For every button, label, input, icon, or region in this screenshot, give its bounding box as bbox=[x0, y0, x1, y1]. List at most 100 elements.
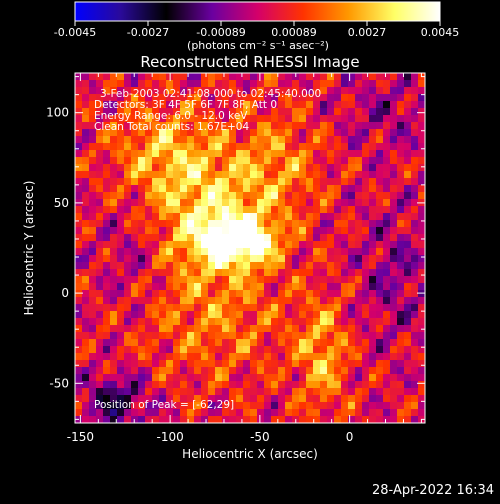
heatmap-cell bbox=[166, 388, 174, 396]
heatmap-cell bbox=[96, 409, 104, 417]
heatmap-cell bbox=[82, 374, 90, 382]
heatmap-cell bbox=[236, 374, 244, 382]
heatmap-cell bbox=[292, 402, 300, 410]
heatmap-cell bbox=[355, 185, 363, 193]
heatmap-cell bbox=[334, 255, 342, 263]
heatmap-cell bbox=[75, 192, 83, 200]
heatmap-cell bbox=[250, 206, 258, 214]
heatmap-cell bbox=[117, 395, 125, 403]
heatmap-cell bbox=[376, 395, 384, 403]
heatmap-cell bbox=[418, 80, 425, 88]
colorbar-unit-label: (photons cm⁻² s⁻¹ asec⁻²) bbox=[187, 39, 329, 52]
heatmap-cell bbox=[418, 381, 425, 389]
heatmap-cell bbox=[243, 122, 251, 130]
heatmap-cell bbox=[250, 367, 258, 375]
heatmap-cell bbox=[215, 339, 223, 347]
heatmap-cell bbox=[138, 402, 146, 410]
heatmap-cell bbox=[418, 395, 425, 403]
heatmap-cell bbox=[278, 416, 286, 423]
heatmap-cell bbox=[341, 409, 349, 417]
heatmap-cell bbox=[313, 192, 321, 200]
heatmap-cell bbox=[96, 171, 104, 179]
heatmap-cell bbox=[159, 416, 167, 423]
heatmap-cell bbox=[180, 276, 188, 284]
heatmap-cell bbox=[201, 346, 209, 354]
heatmap-cell bbox=[369, 367, 377, 375]
heatmap-cell bbox=[341, 199, 349, 207]
heatmap-cell bbox=[369, 241, 377, 249]
heatmap-cell bbox=[341, 346, 349, 354]
heatmap-cell bbox=[313, 157, 321, 165]
heatmap-cell bbox=[173, 199, 181, 207]
heatmap-cell bbox=[75, 290, 83, 298]
heatmap-cell bbox=[229, 353, 237, 361]
heatmap-cell bbox=[194, 360, 202, 368]
colorbar-tick-label: -0.0045 bbox=[54, 26, 96, 39]
heatmap-cell bbox=[404, 94, 412, 102]
heatmap-cell bbox=[236, 185, 244, 193]
heatmap-cell bbox=[243, 185, 251, 193]
heatmap-cell bbox=[110, 171, 118, 179]
heatmap-cell bbox=[348, 136, 356, 144]
heatmap-cell bbox=[82, 283, 90, 291]
heatmap-cell bbox=[152, 360, 160, 368]
heatmap-cell bbox=[243, 416, 251, 423]
heatmap-cell bbox=[271, 129, 279, 137]
heatmap-cell bbox=[243, 178, 251, 186]
heatmap-cell bbox=[264, 143, 272, 151]
heatmap-cell bbox=[376, 311, 384, 319]
heatmap-cell bbox=[173, 276, 181, 284]
heatmap-cell bbox=[362, 346, 370, 354]
heatmap-cell bbox=[194, 325, 202, 333]
heatmap-cell bbox=[82, 234, 90, 242]
heatmap-cell bbox=[89, 381, 97, 389]
heatmap-cell bbox=[355, 290, 363, 298]
heatmap-cell bbox=[117, 129, 125, 137]
heatmap-cell bbox=[208, 164, 216, 172]
heatmap-cell bbox=[124, 262, 132, 270]
heatmap-cell bbox=[180, 87, 188, 95]
heatmap-cell bbox=[327, 73, 335, 81]
heatmap-cell bbox=[341, 80, 349, 88]
heatmap-cell bbox=[285, 374, 293, 382]
heatmap-cell bbox=[285, 129, 293, 137]
heatmap-cell bbox=[250, 290, 258, 298]
heatmap-cell bbox=[327, 374, 335, 382]
heatmap-cell bbox=[341, 381, 349, 389]
heatmap-cell bbox=[131, 185, 139, 193]
heatmap-cell bbox=[264, 353, 272, 361]
heatmap-cell bbox=[124, 416, 132, 423]
heatmap-cell bbox=[236, 171, 244, 179]
heatmap-cell bbox=[250, 416, 258, 423]
heatmap-cell bbox=[131, 290, 139, 298]
heatmap-cell bbox=[173, 220, 181, 228]
heatmap-cell bbox=[376, 360, 384, 368]
heatmap-cell bbox=[152, 143, 160, 151]
heatmap-cell bbox=[229, 227, 237, 235]
heatmap-cell bbox=[180, 192, 188, 200]
heatmap-cell bbox=[320, 171, 328, 179]
heatmap-cell bbox=[383, 255, 391, 263]
heatmap-cell bbox=[187, 318, 195, 326]
heatmap-cell bbox=[292, 304, 300, 312]
heatmap-cell bbox=[103, 185, 111, 193]
heatmap-cell bbox=[152, 220, 160, 228]
heatmap-cell bbox=[250, 80, 258, 88]
heatmap-cell bbox=[103, 213, 111, 221]
heatmap-cell bbox=[327, 304, 335, 312]
heatmap-cell bbox=[264, 241, 272, 249]
heatmap-cell bbox=[362, 199, 370, 207]
heatmap-cell bbox=[110, 213, 118, 221]
heatmap-cell bbox=[264, 311, 272, 319]
heatmap-cell bbox=[222, 129, 230, 137]
heatmap-cell bbox=[75, 220, 83, 228]
heatmap-cell bbox=[390, 325, 398, 333]
heatmap-cell bbox=[166, 220, 174, 228]
heatmap-cell bbox=[96, 129, 104, 137]
heatmap-cell bbox=[124, 248, 132, 256]
heatmap-cell bbox=[215, 101, 223, 109]
heatmap-cell bbox=[341, 374, 349, 382]
heatmap-cell bbox=[89, 241, 97, 249]
heatmap-cell bbox=[187, 241, 195, 249]
heatmap-cell bbox=[194, 416, 202, 423]
